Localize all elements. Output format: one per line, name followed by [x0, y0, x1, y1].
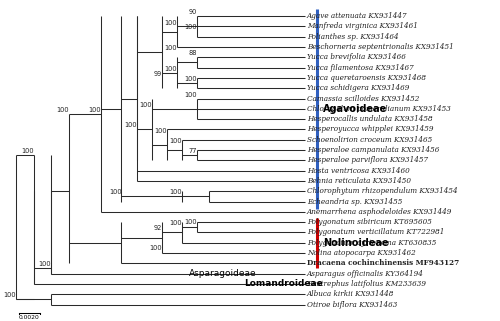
Text: Lomandroideae: Lomandroideae	[244, 280, 324, 289]
Text: Yucca schidigera KX931469: Yucca schidigera KX931469	[307, 84, 409, 92]
Text: 100: 100	[164, 20, 176, 26]
Text: 0.0020: 0.0020	[18, 315, 40, 320]
Text: Asparagus officinalis KY364194: Asparagus officinalis KY364194	[307, 270, 424, 278]
Text: Eustrephus latifolius KM233639: Eustrephus latifolius KM233639	[307, 280, 426, 288]
Text: 100: 100	[184, 23, 197, 30]
Text: 100: 100	[89, 107, 102, 113]
Text: Hesperaloe parviflora KX931457: Hesperaloe parviflora KX931457	[307, 156, 428, 164]
Text: Yucca filamentosa KX931467: Yucca filamentosa KX931467	[307, 64, 414, 72]
Text: Polygonatum verticillatum KT722981: Polygonatum verticillatum KT722981	[307, 229, 444, 237]
Text: 100: 100	[169, 220, 182, 226]
Text: 99: 99	[154, 71, 162, 77]
Text: Polygonatum cyrtonema KT630835: Polygonatum cyrtonema KT630835	[307, 239, 436, 247]
Text: 100: 100	[184, 219, 197, 225]
Text: Hesperocallis undulata KX931458: Hesperocallis undulata KX931458	[307, 115, 432, 123]
Text: Otiroe biflora KX931463: Otiroe biflora KX931463	[307, 300, 397, 308]
Text: Yucca brevifolia KX931466: Yucca brevifolia KX931466	[307, 53, 406, 61]
Text: 100: 100	[124, 122, 136, 128]
Text: 88: 88	[188, 50, 197, 56]
Text: Polygonatum sibiricum KT695605: Polygonatum sibiricum KT695605	[307, 218, 432, 226]
Text: 100: 100	[21, 148, 34, 154]
Text: Beschorneria septentrionalis KX931451: Beschorneria septentrionalis KX931451	[307, 43, 454, 51]
Text: Chlorophytum rhizopendulum KX931454: Chlorophytum rhizopendulum KX931454	[307, 187, 458, 195]
Text: Albuca kirkii KX931448: Albuca kirkii KX931448	[307, 290, 394, 298]
Text: 100: 100	[109, 189, 122, 195]
Text: Schoenolirion croceum KX931465: Schoenolirion croceum KX931465	[307, 136, 432, 144]
Text: 100: 100	[154, 127, 166, 134]
Text: 100: 100	[169, 189, 182, 195]
Text: Agave attenuata KX931447: Agave attenuata KX931447	[307, 12, 408, 20]
Text: Agavoideae: Agavoideae	[324, 104, 388, 114]
Text: Echeandria sp. KX931455: Echeandria sp. KX931455	[307, 197, 402, 205]
Text: 90: 90	[188, 9, 197, 15]
Text: Hesperoyucca whipplei KX931459: Hesperoyucca whipplei KX931459	[307, 126, 434, 134]
Text: 100: 100	[56, 107, 68, 113]
Text: 77: 77	[188, 148, 197, 154]
Text: 100: 100	[149, 246, 162, 251]
Text: Hesperaloe campanulata KX931456: Hesperaloe campanulata KX931456	[307, 146, 439, 154]
Text: 100: 100	[184, 76, 197, 82]
Text: 100: 100	[169, 138, 182, 144]
Text: Nolinoideae: Nolinoideae	[324, 238, 389, 248]
Text: 100: 100	[4, 292, 16, 298]
Text: 100: 100	[164, 66, 176, 72]
Text: Chlorogalum pomeridianum KX931453: Chlorogalum pomeridianum KX931453	[307, 105, 450, 113]
Text: Camassia scilloides KX931452: Camassia scilloides KX931452	[307, 95, 419, 102]
Text: Anemarrhena asphodeloides KX931449: Anemarrhena asphodeloides KX931449	[307, 208, 452, 216]
Text: 100: 100	[184, 91, 197, 98]
Text: 100: 100	[139, 102, 151, 108]
Text: Asparagoideae: Asparagoideae	[190, 269, 257, 278]
Text: Behnia reticulata KX931450: Behnia reticulata KX931450	[307, 177, 411, 185]
Text: Hosta ventricosa KX931460: Hosta ventricosa KX931460	[307, 167, 410, 175]
Text: Dracaena cochinchinensis MF943127: Dracaena cochinchinensis MF943127	[307, 259, 459, 267]
Text: 100: 100	[164, 45, 176, 51]
Text: 92: 92	[154, 225, 162, 231]
Text: Manfreda virginica KX931461: Manfreda virginica KX931461	[307, 22, 418, 30]
Text: Nolina atopocarpa KX931462: Nolina atopocarpa KX931462	[307, 249, 416, 257]
Text: Polianthes sp. KX931464: Polianthes sp. KX931464	[307, 33, 398, 41]
Text: 100: 100	[38, 262, 51, 267]
Text: Yucca queretaroensis KX931468: Yucca queretaroensis KX931468	[307, 74, 426, 82]
